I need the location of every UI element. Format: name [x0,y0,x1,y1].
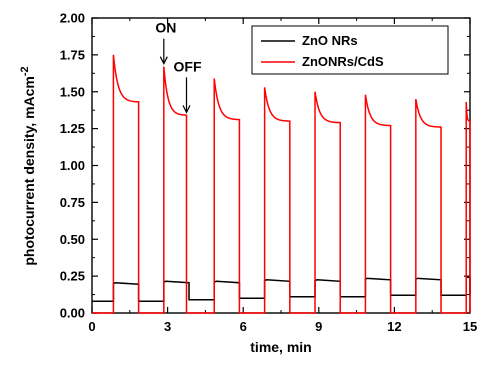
legend-label-zno: ZnO NRs [302,33,358,48]
y-tick-label: 2.00 [60,11,85,26]
annotation-on: ON [155,20,176,36]
y-axis-title: photocurrent density, mAcm-2 [19,66,37,265]
annotations: ON OFF [155,20,202,114]
y-tick-label: 1.50 [60,84,85,99]
x-tick-label: 3 [164,319,171,334]
legend-box [251,25,449,75]
axis-ticks [91,17,471,314]
x-tick-label: 9 [315,319,322,334]
y-tick-label: 0.25 [60,269,85,284]
series-layer [92,54,471,314]
annotation-off: OFF [174,58,202,74]
legend-label-cds: ZnONRs/CdS [302,54,384,69]
x-axis-title: time, min [250,339,311,355]
y-axis-title-main: photocurrent density, mAcm [21,76,37,266]
x-tick-labels: 0 3 6 9 12 15 [88,319,477,334]
annotation-on-arrow [159,38,168,66]
series-line-znonrs-cds [92,54,471,314]
y-tick-label: 1.75 [60,47,85,62]
series-line-zno-nrs [92,276,471,302]
x-tick-label: 0 [88,319,95,334]
x-tick-label: 6 [240,319,247,334]
y-tick-labels: 0.00 0.25 0.50 0.75 1.00 1.25 1.50 1.75 2.00 [60,11,85,321]
legend: ZnO NRs ZnONRs/CdS [251,25,449,75]
y-tick-label: 1.25 [60,121,85,136]
x-tick-label: 15 [463,319,477,334]
y-axis-title-superscript: -2 [19,66,31,76]
x-tick-label: 12 [387,319,401,334]
annotation-off-arrow [182,77,191,114]
y-tick-label: 1.00 [60,158,85,173]
y-tick-label: 0.00 [60,306,85,321]
y-tick-label: 0.50 [60,232,85,247]
y-tick-label: 0.75 [60,195,85,210]
